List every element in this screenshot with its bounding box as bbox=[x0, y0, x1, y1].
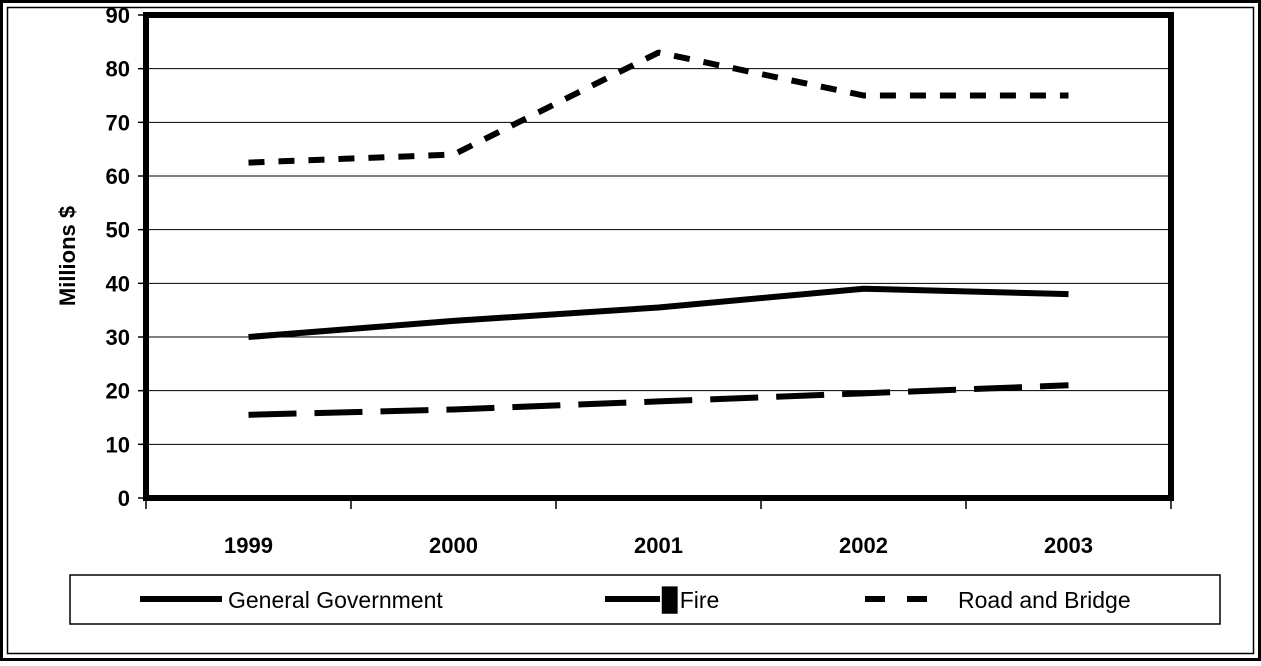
x-tick-label: 2000 bbox=[429, 533, 478, 558]
series-line bbox=[249, 289, 1069, 337]
series-line bbox=[249, 385, 1069, 415]
legend-label: General Government bbox=[228, 587, 443, 613]
y-tick-label: 50 bbox=[106, 218, 130, 243]
y-tick-label: 10 bbox=[106, 432, 130, 457]
plot-area-frame bbox=[146, 15, 1171, 498]
x-tick-label: 2002 bbox=[839, 533, 888, 558]
y-axis-ticks: 0 10 20 30 40 50 60 70 80 90 bbox=[106, 3, 146, 511]
y-axis-title: Millions $ bbox=[55, 206, 80, 306]
y-tick-label: 60 bbox=[106, 164, 130, 189]
legend-label: ▉Fire bbox=[661, 586, 719, 614]
legend-label: Road and Bridge bbox=[958, 587, 1131, 613]
y-tick-label: 90 bbox=[106, 3, 130, 28]
y-tick-label: 40 bbox=[106, 271, 130, 296]
x-tick-label: 2003 bbox=[1044, 533, 1093, 558]
y-tick-label: 70 bbox=[106, 110, 130, 135]
legend: General Government ▉Fire Road and Bridge bbox=[70, 575, 1220, 624]
y-tick-label: 20 bbox=[106, 379, 130, 404]
y-tick-label: 30 bbox=[106, 325, 130, 350]
series-lines bbox=[248, 53, 1068, 415]
y-tick-label: 0 bbox=[118, 486, 130, 511]
y-tick-label: 80 bbox=[106, 57, 130, 82]
x-tick-label: 2001 bbox=[634, 533, 683, 558]
series-general-government bbox=[248, 289, 1068, 337]
x-tick-label: 1999 bbox=[224, 533, 273, 558]
series-fire bbox=[248, 385, 1068, 415]
x-axis-ticks: 1999 2000 2001 2002 2003 bbox=[146, 498, 1171, 558]
